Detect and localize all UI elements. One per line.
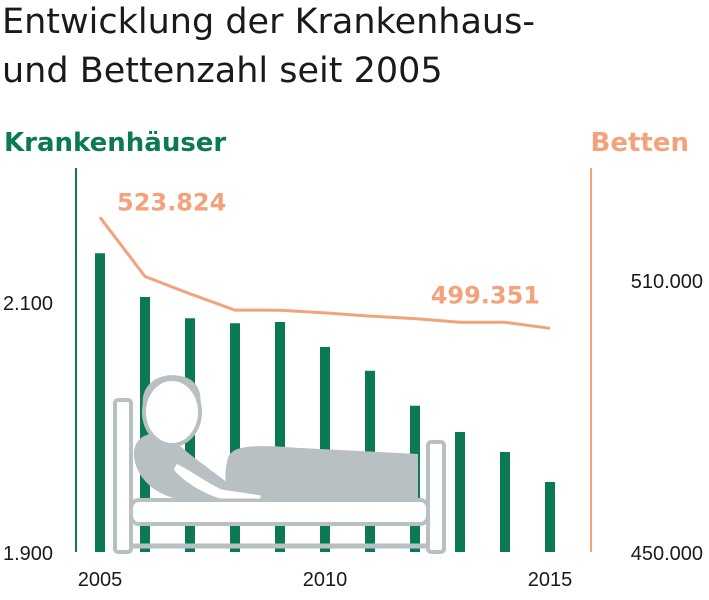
left-axis-label: Krankenhäuser	[4, 128, 227, 158]
x-tick-label-2010: 2010	[303, 569, 348, 591]
right-axis-label: Betten	[590, 128, 689, 158]
bar-2014	[500, 452, 510, 552]
data-label-2015: 499.351	[431, 281, 540, 309]
chart-title: Entwicklung der Krankenhaus- und Bettenz…	[2, 0, 535, 96]
bed-headboard	[113, 398, 133, 554]
right-tick-label-510000: 510.000	[631, 271, 703, 293]
bed-footboard	[426, 440, 446, 554]
patient-head	[142, 377, 202, 447]
bar-2009	[275, 322, 285, 552]
chart-title-line-2: und Bettenzahl seit 2005	[2, 51, 443, 91]
line-series-betten	[98, 216, 551, 330]
left-tick-label-1900: 1.900	[3, 543, 53, 565]
bed-mattress	[129, 498, 430, 526]
bar-2005	[95, 253, 105, 552]
bar-2015	[545, 482, 555, 552]
patient-hair	[142, 375, 201, 407]
bar-2008	[230, 323, 240, 552]
x-tick-label-2015: 2015	[528, 569, 573, 591]
chart-title-line-1: Entwicklung der Krankenhaus-	[2, 2, 535, 42]
patient-arm	[170, 460, 264, 502]
bed-blanket	[225, 446, 418, 500]
x-tick-label-2005: 2005	[78, 569, 123, 591]
right-tick-label-450000: 450.000	[631, 543, 703, 565]
bar-2013	[455, 432, 465, 552]
hospital-bed-icon	[113, 375, 446, 554]
data-label-2005: 523.824	[117, 188, 226, 216]
patient-body	[133, 432, 270, 500]
left-tick-label-2100: 2.100	[3, 293, 53, 315]
